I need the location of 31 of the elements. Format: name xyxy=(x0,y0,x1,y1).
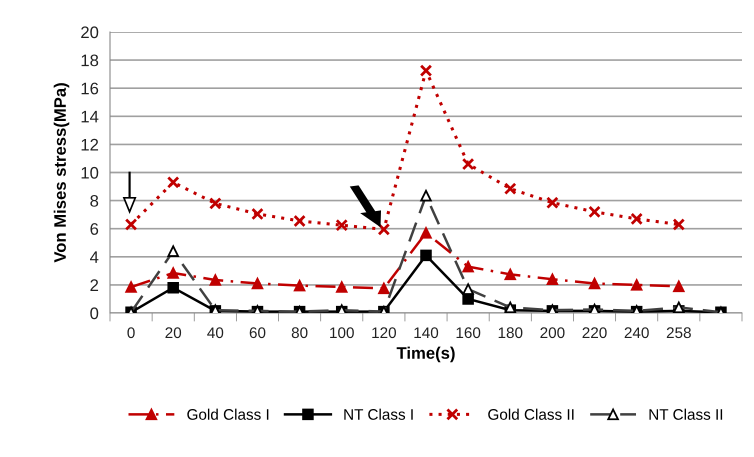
x-tick-label: 40 xyxy=(207,327,224,338)
legend-label: Gold Class II xyxy=(488,408,574,420)
x-tick-label: 80 xyxy=(292,327,308,338)
x-tick-label: 120 xyxy=(372,327,396,338)
legend-label: NT Class II xyxy=(649,408,722,420)
y-tick-label: 14 xyxy=(82,110,98,122)
x-tick-label: 220 xyxy=(582,327,607,338)
x-axis-title: Time(s) xyxy=(396,346,455,362)
y-tick-label: 16 xyxy=(82,82,98,94)
y-tick-label: 10 xyxy=(82,166,98,179)
x-tick-label: 200 xyxy=(540,327,565,338)
legend-label: NT Class I xyxy=(344,408,413,420)
x-tick-label: 20 xyxy=(165,327,182,338)
x-tick-label: 0 xyxy=(127,327,135,338)
x-tick-label: 180 xyxy=(498,327,522,338)
x-tick-label: 240 xyxy=(624,327,649,338)
x-tick-label: 60 xyxy=(250,327,266,338)
y-axis-title: Von Mises stress(MPa) xyxy=(54,83,70,263)
y-tick-label: 8 xyxy=(90,195,98,207)
x-tick-label: 140 xyxy=(414,327,438,338)
y-tick-label: 4 xyxy=(90,251,98,263)
x-tick-label: 160 xyxy=(456,327,480,338)
y-tick-label: 2 xyxy=(90,279,98,291)
y-tick-label: 20 xyxy=(81,26,98,38)
y-tick-label: 0 xyxy=(90,307,98,320)
y-tick-label: 18 xyxy=(82,54,98,66)
x-tick-label: 100 xyxy=(330,327,354,338)
y-tick-label: 12 xyxy=(82,138,98,150)
x-tick-label: 258 xyxy=(666,327,691,338)
legend-label: Gold Class I xyxy=(187,408,268,420)
y-tick-label: 6 xyxy=(90,223,98,235)
